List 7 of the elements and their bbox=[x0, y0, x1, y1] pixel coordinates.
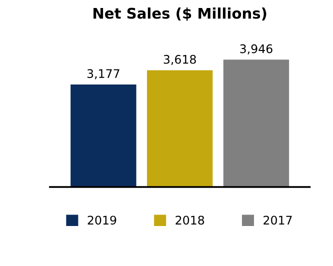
legend-label: 2019 bbox=[88, 216, 116, 225]
data-label: 3,946 bbox=[240, 44, 272, 54]
legend-label: 2017 bbox=[264, 216, 292, 225]
data-label: 3,177 bbox=[87, 69, 120, 80]
chart-title: Net Sales ($ Millions) bbox=[94, 8, 266, 21]
legend-label: 2018 bbox=[176, 216, 204, 225]
data-label: 3,618 bbox=[164, 54, 196, 66]
